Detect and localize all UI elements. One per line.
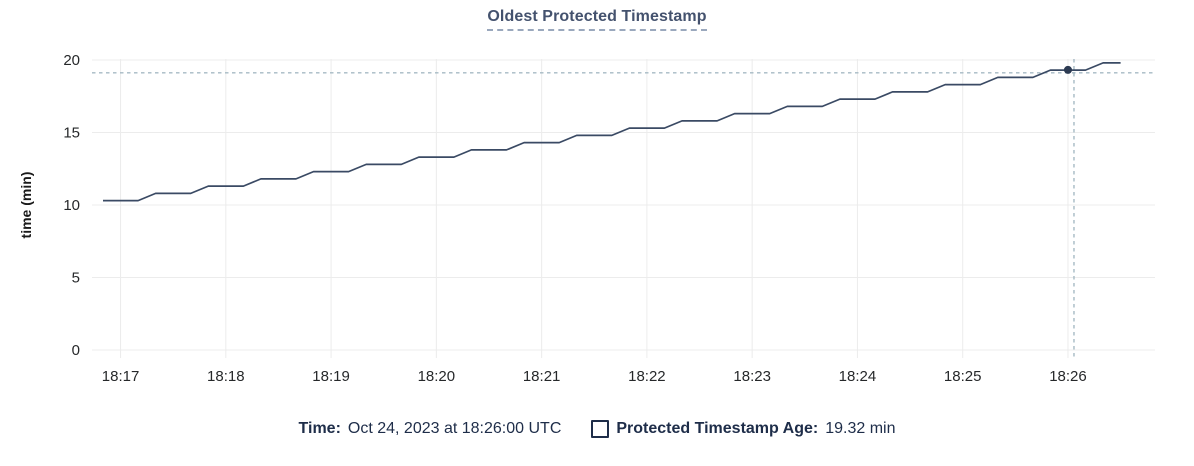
x-tick-label: 18:21 — [523, 368, 561, 385]
legend-time-label: Time: — [298, 420, 341, 437]
x-tick-label: 18:23 — [733, 368, 771, 385]
y-tick-label: 15 — [63, 125, 80, 142]
y-tick-label: 10 — [63, 197, 80, 214]
legend-time-value: Oct 24, 2023 at 18:26:00 UTC — [347, 420, 562, 437]
y-tick-label: 5 — [72, 270, 80, 287]
chart-legend: Time: Oct 24, 2023 at 18:26:00 UTC Prote… — [0, 420, 1194, 438]
y-tick-label: 20 — [63, 52, 80, 69]
series-line — [103, 62, 1121, 202]
legend-series-value: 19.32 min — [825, 420, 896, 437]
legend-time: Time: Oct 24, 2023 at 18:26:00 UTC — [299, 420, 562, 438]
series-checkbox-icon[interactable] — [591, 420, 610, 438]
x-tick-label: 18:24 — [839, 368, 877, 385]
x-tick-label: 18:22 — [628, 368, 666, 385]
chart-header: Oldest Protected Timestamp — [0, 8, 1194, 31]
x-tick-label: 18:17 — [102, 368, 140, 385]
x-tick-label: 18:18 — [207, 368, 245, 385]
hover-point-dot — [1063, 65, 1072, 74]
hover-crosshair — [92, 59, 1155, 358]
x-tick-label: 18:19 — [312, 368, 350, 385]
x-gridlines: 18:17 18:18 18:19 18:20 18:21 18:22 18:23 18:24… — [102, 59, 1087, 385]
y-gridlines: 0 5 10 15 20 — [63, 52, 1155, 359]
y-axis-title: time (min) — [18, 172, 34, 239]
x-tick-label: 18:26 — [1049, 368, 1087, 385]
y-tick-label: 0 — [72, 342, 80, 359]
legend-series-label: Protected Timestamp Age: — [616, 420, 819, 437]
chart-title[interactable]: Oldest Protected Timestamp — [487, 8, 707, 31]
legend-series[interactable]: Protected Timestamp Age: 19.32 min — [591, 420, 895, 438]
x-tick-label: 18:20 — [418, 368, 456, 385]
x-tick-label: 18:25 — [944, 368, 982, 385]
